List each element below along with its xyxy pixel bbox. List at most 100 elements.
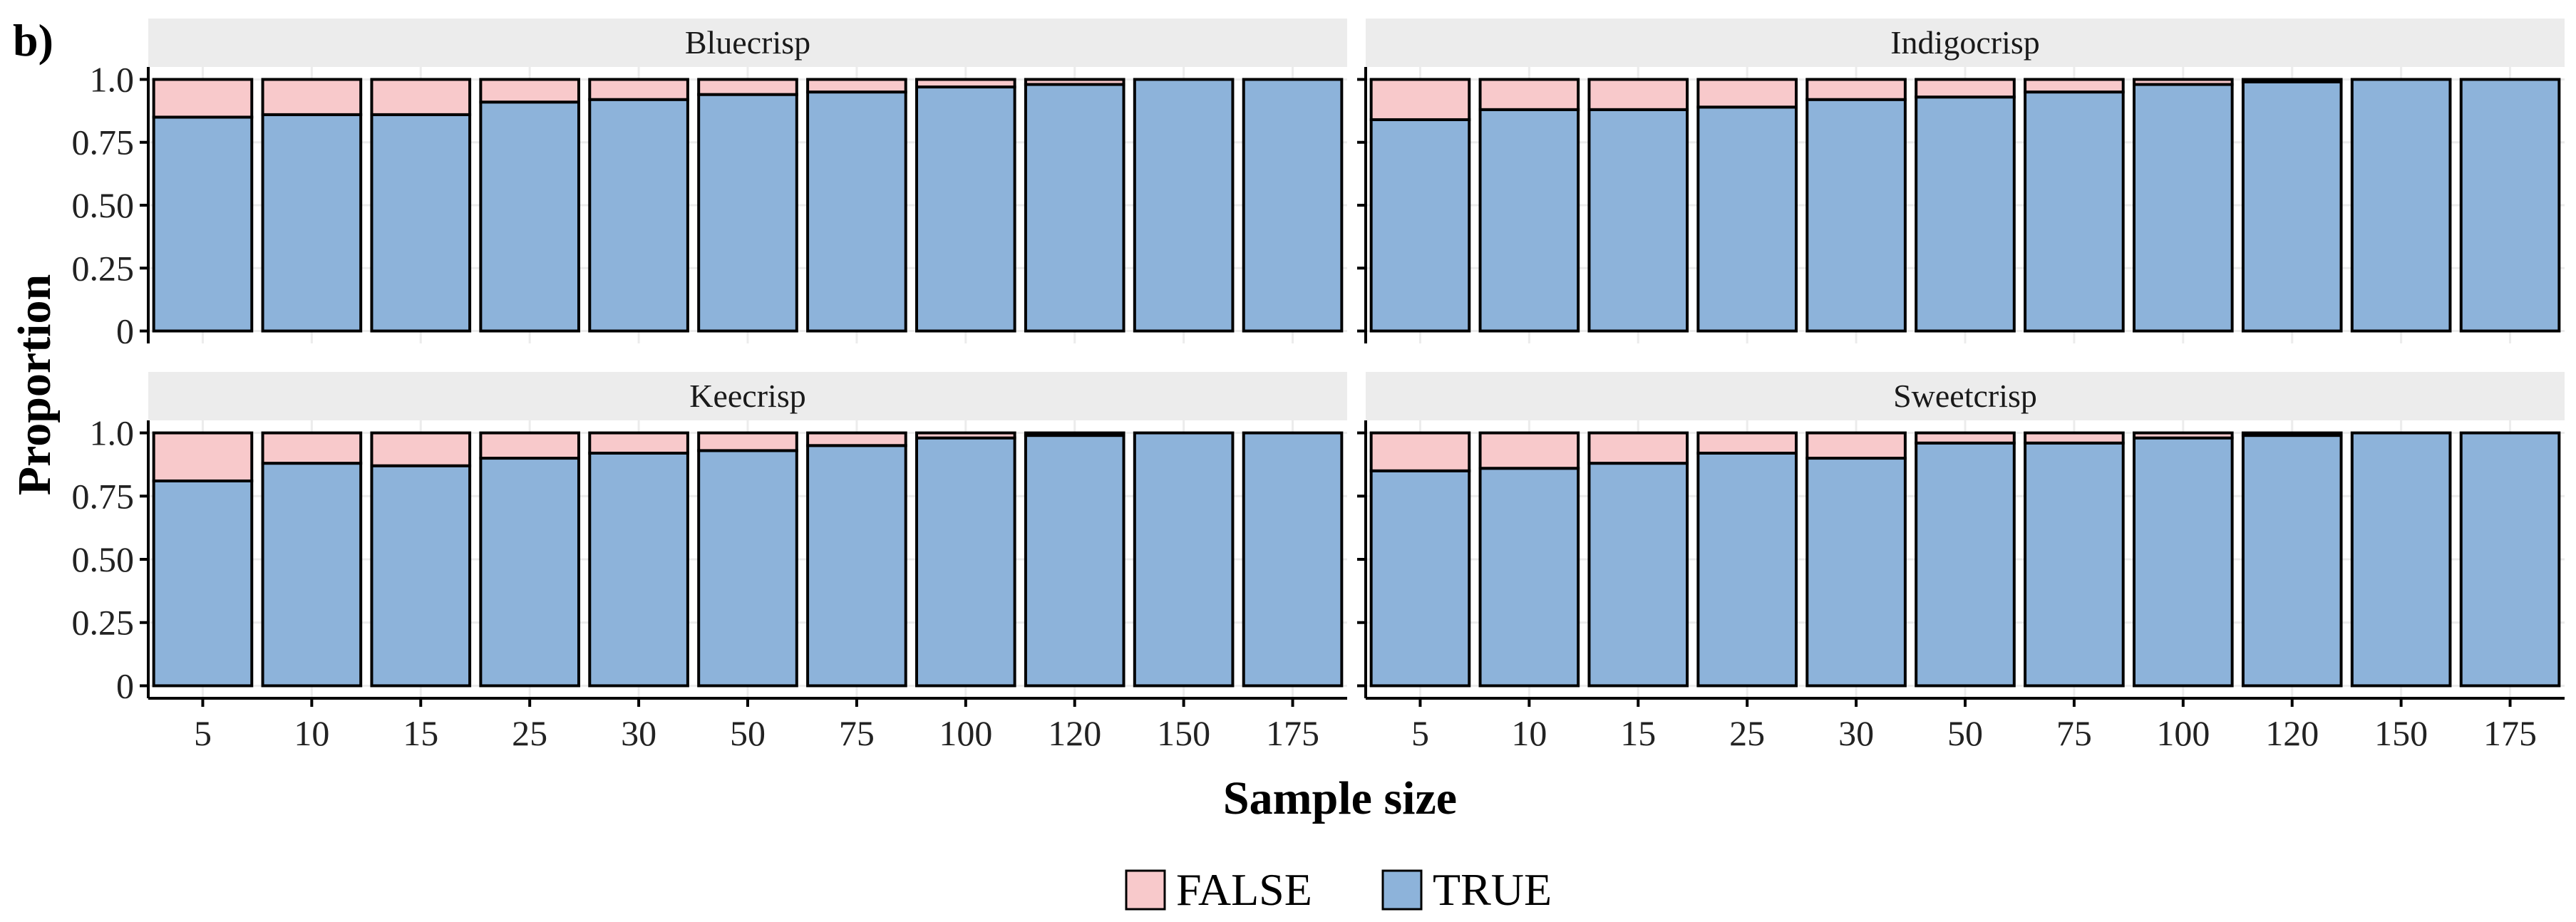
x-tick-label: 50	[1947, 713, 1983, 753]
bar-true-75	[806, 444, 907, 688]
bar-false-50	[697, 78, 798, 96]
x-tick-label: 15	[403, 713, 438, 753]
bar-false-10	[261, 431, 363, 465]
bar-true-175	[1242, 431, 1344, 688]
x-tick-label: 100	[939, 713, 992, 753]
bar-true-150	[1133, 78, 1235, 333]
x-tick-label: 30	[1838, 713, 1874, 753]
bar-true-100	[2133, 436, 2234, 688]
x-axis-title: Sample size	[1223, 772, 1457, 824]
bar-false-10	[261, 78, 363, 116]
panel-tag: b)	[13, 15, 53, 66]
y-tick-label: 0	[116, 311, 134, 351]
facet-strip	[1366, 19, 2565, 67]
bar-true-15	[1587, 462, 1689, 688]
x-tick-label: 10	[294, 713, 329, 753]
bar-true-150	[2350, 431, 2452, 688]
bar-false-75	[2024, 78, 2125, 94]
x-tick-label: 30	[621, 713, 656, 753]
bar-true-50	[697, 449, 798, 688]
bar-true-15	[370, 464, 472, 688]
bar-true-175	[2459, 431, 2561, 688]
x-tick-label: 100	[2156, 713, 2210, 753]
bar-true-25	[479, 100, 580, 333]
x-tick-label: 5	[1411, 713, 1429, 753]
legend: FALSE TRUE	[1125, 864, 1552, 915]
facet-strip	[148, 372, 1347, 420]
bar-true-175	[1242, 78, 1344, 333]
legend-key-true	[1381, 869, 1423, 911]
bar-false-15	[370, 78, 472, 116]
bar-true-50	[1915, 441, 2016, 688]
bar-false-25	[1696, 431, 1798, 455]
x-tick-label: 5	[194, 713, 212, 753]
facet-keecrisp: Keecrisp 0 0.25 0.50 0.75 1.0 5 10 15 25 30 50 75 100…	[72, 372, 1347, 753]
bar-true-75	[2024, 90, 2125, 333]
bar-false-50	[1915, 431, 2016, 445]
bar-false-30	[1805, 78, 1907, 101]
y-tick-label: 0.75	[72, 123, 135, 162]
x-tick-label: 75	[839, 713, 875, 753]
bar-true-10	[261, 462, 363, 688]
bar-true-30	[1805, 98, 1907, 333]
bar-true-50	[697, 93, 798, 333]
bar-true-75	[806, 90, 907, 333]
facet-title: Indigocrisp	[1890, 24, 2040, 61]
x-tick-label: 75	[2056, 713, 2092, 753]
bar-true-10	[261, 113, 363, 333]
bar-false-100	[915, 431, 1016, 440]
x-tick-label: 25	[512, 713, 547, 753]
x-tick-label: 10	[1511, 713, 1547, 753]
bar-false-25	[479, 78, 580, 104]
bar-false-100	[2133, 431, 2234, 440]
bar-false-5	[1369, 431, 1471, 472]
bar-true-120	[2241, 434, 2343, 688]
bar-false-50	[1915, 78, 2016, 99]
bar-false-5	[152, 78, 254, 119]
bar-false-75	[806, 431, 907, 447]
y-tick-label: 1.0	[90, 413, 135, 453]
bar-false-15	[1587, 78, 1689, 111]
y-tick-label: 0	[116, 665, 134, 705]
x-tick-label: 15	[1620, 713, 1656, 753]
legend-label-false: FALSE	[1176, 864, 1312, 915]
x-tick-label: 120	[2265, 713, 2319, 753]
y-tick-label: 0.50	[72, 539, 135, 579]
facet-title: Sweetcrisp	[1893, 378, 2037, 414]
y-tick-label: 0.75	[72, 476, 135, 516]
bar-true-50	[1915, 95, 2016, 333]
x-tick-label: 25	[1729, 713, 1765, 753]
facet-strip	[1366, 372, 2565, 420]
x-tick-label: 50	[730, 713, 766, 753]
bar-false-5	[1369, 78, 1471, 121]
bar-true-120	[1024, 83, 1125, 333]
bar-true-25	[479, 457, 580, 688]
bar-true-5	[1369, 469, 1471, 688]
bar-true-5	[152, 115, 254, 333]
bar-true-5	[152, 479, 254, 688]
bar-false-75	[806, 78, 907, 94]
bar-false-100	[915, 78, 1016, 89]
bar-false-30	[588, 431, 689, 455]
bar-false-5	[152, 431, 254, 482]
bar-true-120	[2241, 80, 2343, 333]
bar-false-30	[588, 78, 689, 101]
bar-false-120	[2241, 78, 2343, 83]
y-tick-label: 0.25	[72, 603, 135, 643]
bar-true-120	[1024, 434, 1125, 688]
bar-true-5	[1369, 118, 1471, 333]
bar-true-30	[588, 451, 689, 688]
legend-label-true: TRUE	[1433, 864, 1552, 915]
bar-true-175	[2459, 78, 2561, 333]
bar-false-75	[2024, 431, 2125, 445]
y-tick-label: 0.50	[72, 185, 135, 225]
bar-false-120	[2241, 431, 2343, 437]
bar-false-15	[370, 431, 472, 467]
bar-false-120	[1024, 431, 1125, 437]
bar-true-15	[370, 113, 472, 333]
bar-true-30	[1805, 457, 1907, 688]
bar-false-50	[697, 431, 798, 452]
facet-bluecrisp: Bluecrisp 0 0.25 0.50 0.75 1.0	[72, 19, 1347, 351]
bar-true-30	[588, 98, 689, 333]
